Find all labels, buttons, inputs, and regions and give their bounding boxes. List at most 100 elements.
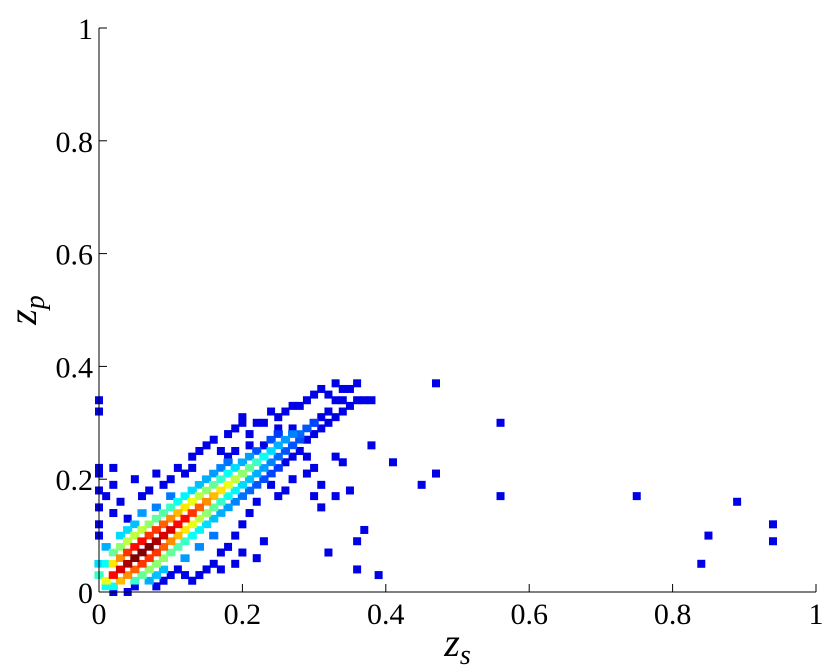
density-cell [130,576,140,585]
density-cell [273,441,283,450]
scatter-point [195,571,204,580]
scatter-point [166,571,175,580]
scatter-point [181,469,190,478]
scatter-point [353,565,362,574]
y-tick-label: 0.6 [56,239,94,272]
scatter-point [188,452,197,461]
scatter-point [173,463,182,472]
scatter-point [238,418,247,427]
density-cell [273,430,283,438]
density-cell [280,447,291,455]
density-cell [158,509,169,517]
chart-axes: 0 0.2 0.4 0.6 0.8 1 0 0.2 0.4 0.6 0.8 1 [56,13,824,631]
scatter-point [310,463,319,472]
scatter-point [317,424,326,433]
y-tick-label: 0 [78,577,93,610]
density-cell [244,464,255,472]
density-cell [137,548,147,557]
y-tick-label: 0.8 [56,126,94,159]
density-cell [101,559,111,568]
scatter-point [302,396,311,405]
scatter-point [353,379,362,388]
scatter-point [216,565,225,574]
density-cell [144,543,154,551]
density-cell [123,526,133,534]
y-axis-label-sub: p [20,295,51,311]
x-tick-label: 0 [92,598,107,631]
scatter-point [768,520,777,529]
scatter-point [317,480,326,489]
y-tick-label: 1 [78,13,93,46]
density-cell [302,424,312,433]
density-cell [144,565,154,574]
chart-marks [94,379,777,596]
density-cell [180,526,190,534]
y-tick-label: 0.2 [56,464,94,497]
density-cell [130,531,140,540]
density-cell [295,430,305,438]
scatter-point [331,379,340,388]
density-cell [244,486,255,495]
scatter-point [331,413,340,422]
scatter-point [231,424,240,433]
scatter-point [496,418,505,427]
density-cell [187,520,197,529]
scatter-point [288,475,297,484]
density-cell [158,531,169,540]
scatter-point [317,384,326,393]
density-cell [252,481,262,489]
density-cell [151,514,161,523]
scatter-point [431,469,440,478]
density-cell [137,509,147,517]
scatter-point [302,469,311,478]
scatter-point [159,480,168,489]
scatter-point [417,480,426,489]
scatter-point [259,418,268,427]
scatter-point [109,463,118,472]
x-tick-label: 0.6 [510,598,548,631]
density-cell [237,469,247,478]
scatter-point [159,576,168,585]
density-cell [166,514,176,523]
density-cell [151,537,161,546]
scatter-point [245,509,254,518]
density-cell [194,492,204,500]
density-cell [166,526,176,534]
density-cell [273,452,283,461]
scatter-point [295,447,304,455]
x-tick-label: 0.2 [224,598,262,631]
scatter-point [202,441,211,450]
scatter-point [345,486,354,495]
scatter-point [238,548,247,557]
density-cell [273,464,283,472]
scatter-point [281,407,290,416]
density-cell [194,514,204,523]
scatter-point [216,548,225,557]
scatter-point [281,486,290,495]
density-cell [151,503,161,512]
scatter-point [310,430,319,439]
x-tick-label: 1 [809,598,824,631]
scatter-point [109,480,118,489]
scatter-point [317,413,326,422]
scatter-point [224,542,233,551]
density-cell [166,537,176,546]
density-cell [158,565,169,574]
density-cell [115,565,126,574]
density-cell [201,475,212,484]
density-cell [237,481,247,489]
scatter-point [302,435,311,444]
density-cell [180,537,190,546]
scatter-point [188,576,197,585]
scatter-point [195,447,204,455]
density-cell [144,554,154,562]
scatter-point [274,424,283,433]
density-cell [266,435,276,444]
scatter-point [152,469,161,478]
y-axis-label: zp [0,295,51,326]
scatter-point [374,571,383,580]
density-cell [173,509,183,517]
density-cell [115,554,126,562]
scatter-point [116,497,125,506]
density-cell [209,469,219,478]
